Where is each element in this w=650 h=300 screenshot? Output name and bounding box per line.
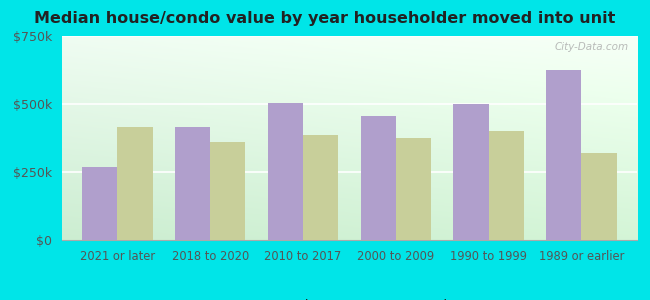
Bar	[268, 103, 303, 240]
Bar	[453, 104, 489, 240]
Text: Median house/condo value by year householder moved into unit: Median house/condo value by year househo…	[34, 11, 616, 26]
Bar	[175, 127, 210, 240]
Bar	[546, 70, 581, 240]
Bar	[118, 127, 153, 240]
Text: City-Data.com: City-Data.com	[554, 42, 629, 52]
Bar	[210, 142, 246, 240]
Bar	[396, 138, 431, 240]
Legend: Yonkers, New York: Yonkers, New York	[242, 294, 457, 300]
Bar	[361, 116, 396, 240]
Bar	[489, 131, 524, 240]
Bar	[82, 167, 118, 240]
Bar	[581, 153, 617, 240]
Bar	[303, 135, 338, 240]
